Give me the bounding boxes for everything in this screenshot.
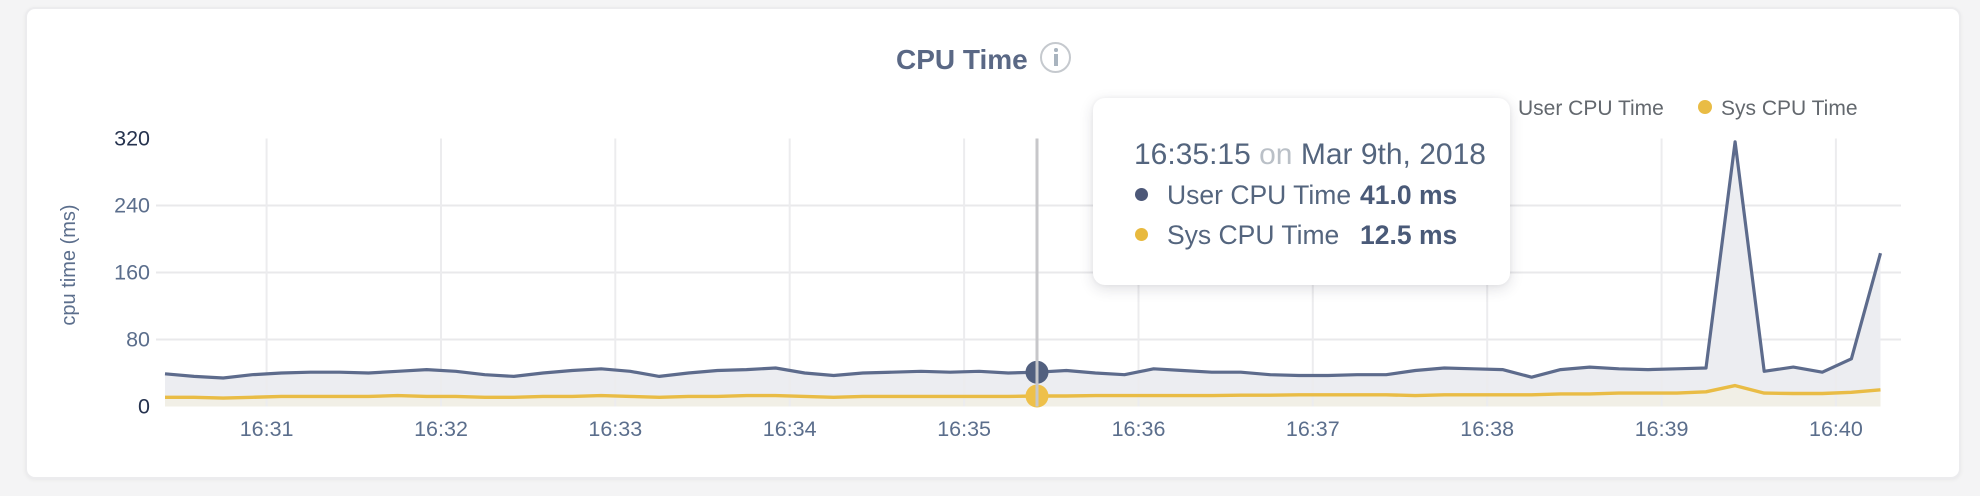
- svg-text:cpu time (ms): cpu time (ms): [58, 204, 80, 325]
- svg-text:16:36: 16:36: [1112, 417, 1166, 441]
- svg-text:16:31: 16:31: [240, 417, 294, 441]
- svg-text:240: 240: [114, 194, 150, 218]
- svg-text:80: 80: [126, 328, 150, 352]
- svg-text:0: 0: [138, 395, 150, 419]
- svg-text:16:39: 16:39: [1635, 417, 1689, 441]
- svg-text:16:33: 16:33: [588, 417, 642, 441]
- svg-text:16:35: 16:35: [937, 417, 991, 441]
- svg-text:16:40: 16:40: [1809, 417, 1863, 441]
- svg-text:16:32: 16:32: [414, 417, 468, 441]
- svg-text:16:34: 16:34: [763, 417, 817, 441]
- svg-text:160: 160: [114, 261, 150, 285]
- svg-text:16:37: 16:37: [1286, 417, 1340, 441]
- svg-text:16:38: 16:38: [1460, 417, 1514, 441]
- svg-text:320: 320: [114, 127, 150, 151]
